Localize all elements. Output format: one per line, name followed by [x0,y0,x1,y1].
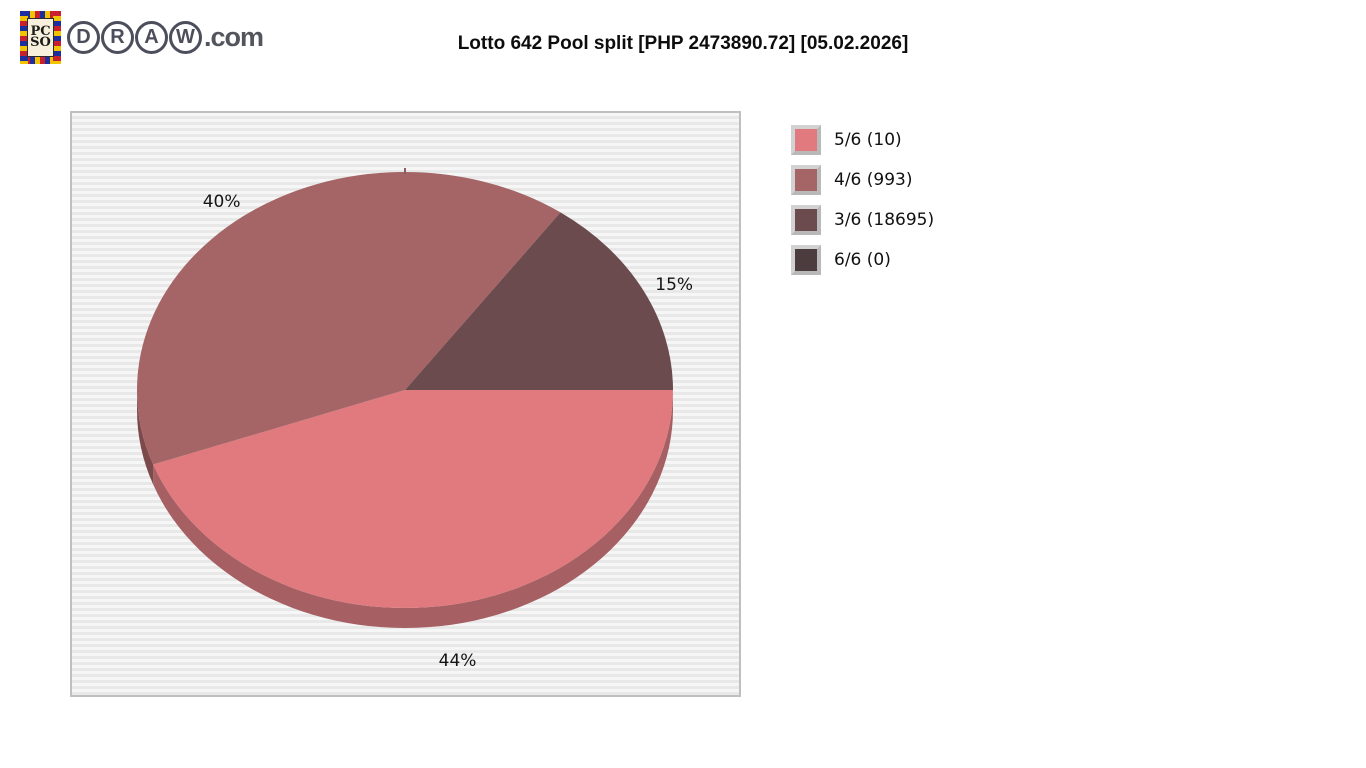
pcso-draw-logo[interactable]: PC SO D R A W .com [20,9,264,65]
pie-slice-5-6 [153,390,674,608]
percent-label-5-6: 44% [438,650,477,671]
pie-slice-3-6 [405,212,673,390]
circled-letter-r: R [101,20,134,54]
legend-label-4-6: 4/6 (993) [834,170,913,190]
legend-row-5-6: 5/6 (10) [791,125,934,155]
legend-row-4-6: 4/6 (993) [791,165,934,195]
emblem-text-top: PC [30,24,51,39]
legend-label-6-6: 6/6 (0) [834,250,891,270]
pie-side-4-6 [137,390,154,485]
legend: 5/6 (10) 4/6 (993) 3/6 (18695) 6/6 (0) [791,125,934,275]
emblem-border-top [20,10,61,19]
percent-label-3-6: 15% [655,275,694,296]
emblem-text-bottom: SO [30,35,51,50]
circled-letter-w: W [169,20,202,54]
pie-slice-4-6 [137,172,561,465]
brand-suffix: .com [204,21,264,52]
legend-swatch-4-6 [791,165,821,195]
pie-chart [137,168,674,628]
legend-row-3-6: 3/6 (18695) [791,205,934,235]
brand-wordmark: D R A W .com [67,20,264,54]
circled-letter-a: A [135,20,168,54]
legend-label-5-6: 5/6 (10) [834,130,902,150]
emblem-border-left [20,10,28,64]
chart-title: Lotto 642 Pool split [PHP 2473890.72] [0… [457,33,909,54]
pie-top-tick [404,168,406,174]
pcso-emblem-icon: PC SO [20,10,61,64]
percent-label-4-6: 40% [202,191,241,212]
emblem-border-bottom [20,55,61,64]
legend-swatch-5-6 [791,125,821,155]
circled-letter-d: D [67,20,100,54]
legend-label-3-6: 3/6 (18695) [834,210,935,230]
legend-swatch-6-6 [791,245,821,275]
legend-row-6-6: 6/6 (0) [791,245,934,275]
legend-swatch-3-6 [791,205,821,235]
emblem-text: PC SO [27,17,54,57]
pie-chart-plot-area: 44% 40% 15% [70,111,741,697]
emblem-border-right [53,10,61,64]
